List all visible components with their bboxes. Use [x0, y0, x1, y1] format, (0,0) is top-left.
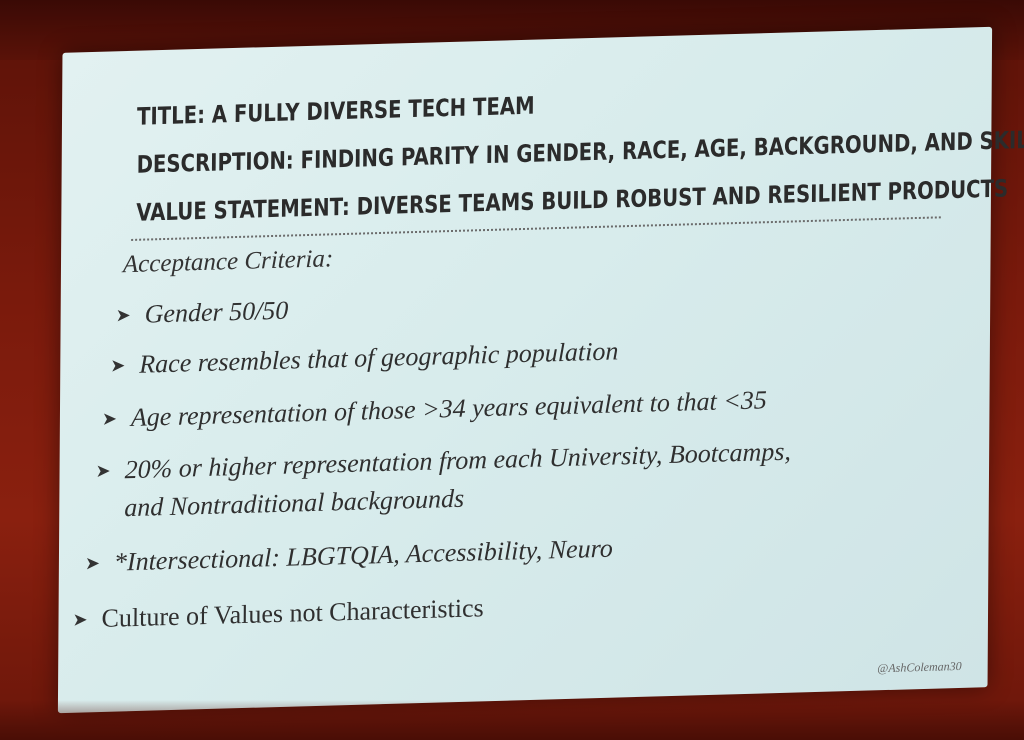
list-item: ➤ Age representation of those >34 years …: [102, 381, 767, 438]
arrow-bullet-icon: ➤: [72, 609, 88, 630]
list-item-text: Age representation of those >34 years eq…: [130, 385, 767, 433]
list-item-text: Race resembles that of geographic popula…: [139, 336, 619, 379]
acceptance-criteria-heading: Acceptance Criteria:: [122, 245, 334, 279]
slide-title: TITLE: A FULLY DIVERSE TECH TEAM: [136, 91, 535, 131]
arrow-bullet-icon: ➤: [110, 355, 126, 376]
slide-value-statement: VALUE STATEMENT: DIVERSE TEAMS BUILD ROB…: [136, 174, 1009, 227]
list-item-text: 20% or higher representation from each U…: [124, 436, 792, 523]
author-credit: @AshColeman30: [877, 658, 962, 676]
arrow-bullet-icon: ➤: [84, 552, 101, 574]
list-item: ➤ 20% or higher representation from each…: [95, 432, 815, 528]
list-item-text: Culture of Values not Characteristics: [101, 593, 484, 633]
list-item: ➤ Culture of Values not Characteristics: [72, 589, 483, 639]
list-item-text: *Intersectional: LBGTQIA, Accessibility,…: [113, 533, 613, 577]
list-item-text: Gender 50/50: [144, 295, 289, 329]
slide-description: DESCRIPTION: FINDING PARITY IN GENDER, R…: [136, 125, 1024, 179]
arrow-bullet-icon: ➤: [115, 304, 131, 326]
projected-slide: TITLE: A FULLY DIVERSE TECH TEAM DESCRIP…: [57, 26, 1024, 714]
arrow-bullet-icon: ➤: [95, 460, 111, 482]
stage-floor: [0, 700, 1024, 740]
list-item: ➤ Race resembles that of geographic popu…: [110, 332, 618, 384]
arrow-bullet-icon: ➤: [101, 408, 118, 429]
list-item: ➤ *Intersectional: LBGTQIA, Accessibilit…: [85, 530, 613, 583]
list-item: ➤ Gender 50/50: [115, 292, 289, 335]
